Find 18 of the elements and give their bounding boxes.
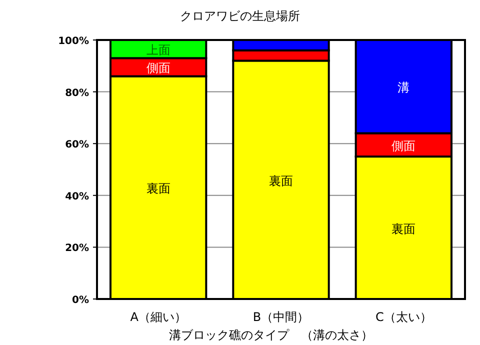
series-label: 上面 xyxy=(146,43,170,58)
text: 裏面 xyxy=(392,222,416,236)
y-tick-label: 100% xyxy=(58,36,89,47)
series-label: 側面 xyxy=(146,61,170,76)
series-label: 裏面 xyxy=(269,174,293,188)
x-tick-label: C（太い） xyxy=(375,310,432,324)
y-tick-label: 80% xyxy=(65,88,89,99)
y-tick-label: 60% xyxy=(65,140,89,151)
y-tick-label: 40% xyxy=(65,191,89,202)
y-tick-label: 20% xyxy=(65,243,89,254)
chart-title: クロアワビの生息場所 xyxy=(180,9,300,23)
series-label: 溝 xyxy=(398,80,410,95)
text: 側面 xyxy=(392,138,416,153)
x-tick-label: B（中間） xyxy=(252,310,310,324)
y-tick-label: 0% xyxy=(72,295,89,306)
text: 裏面 xyxy=(146,182,170,196)
x-tick-label: A（細い） xyxy=(130,310,186,324)
x-axis-title: 溝ブロック礁のタイプ （溝の太さ） xyxy=(169,328,373,342)
